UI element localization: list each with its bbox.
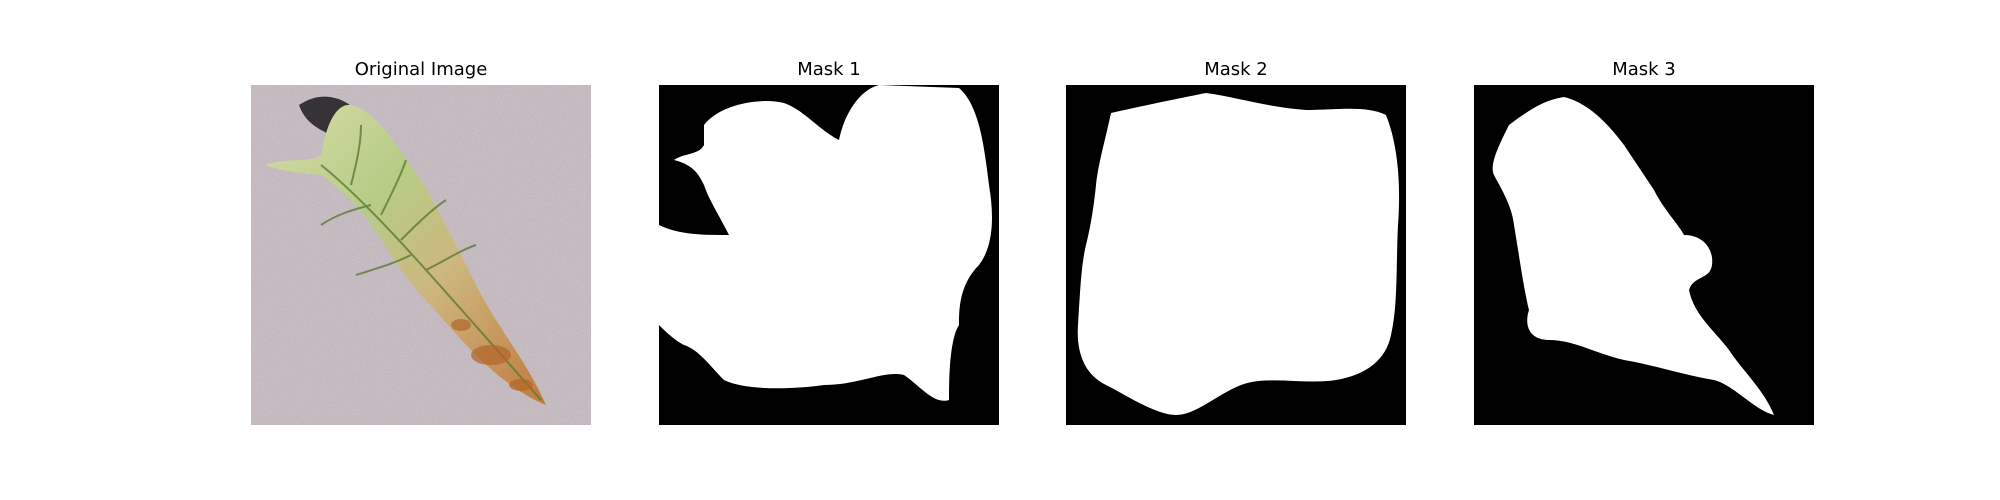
mask-1-image: [659, 85, 999, 425]
mask-1-panel: Mask 1: [659, 56, 999, 425]
mask-2-panel: Mask 2: [1066, 56, 1406, 425]
mask-2-image: [1066, 85, 1406, 425]
panel-title: Mask 2: [1204, 59, 1268, 80]
original-image: [251, 85, 591, 425]
original-image-panel: Original Image: [251, 56, 591, 425]
panel-title: Mask 1: [797, 59, 861, 80]
panel-title: Mask 3: [1612, 59, 1676, 80]
mask-3-panel: Mask 3: [1474, 56, 1814, 425]
leaf-photo: [251, 85, 591, 425]
mask-3-image: [1474, 85, 1814, 425]
panel-title: Original Image: [354, 59, 488, 80]
